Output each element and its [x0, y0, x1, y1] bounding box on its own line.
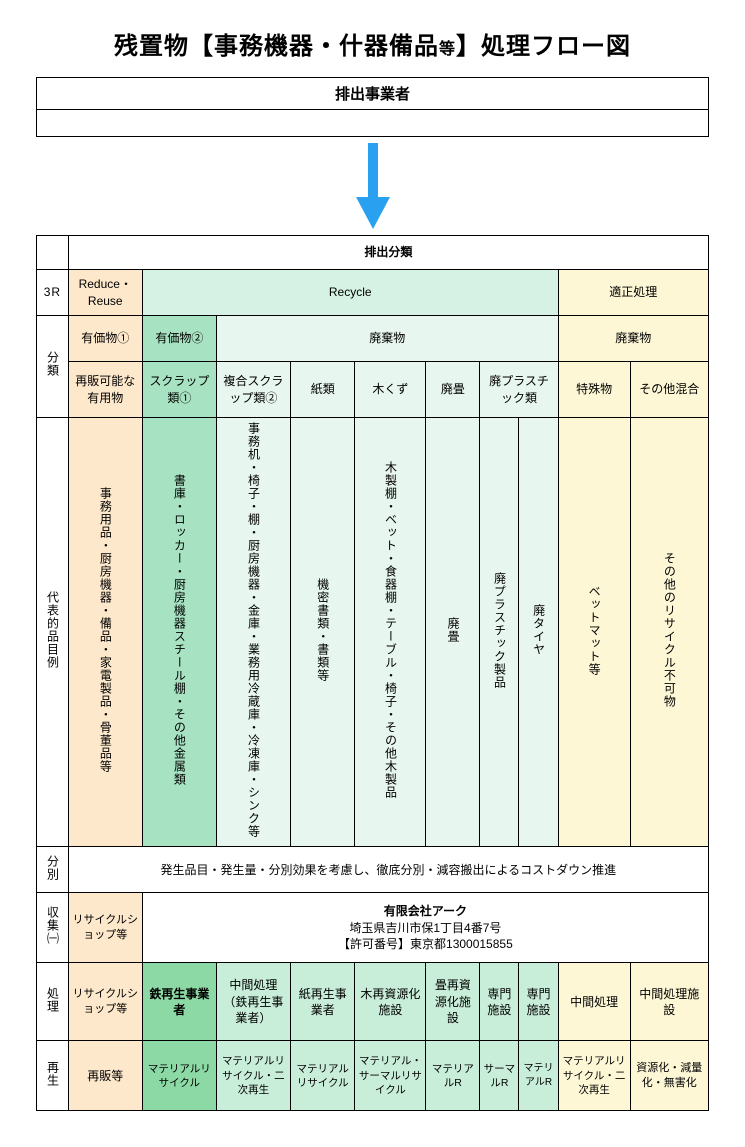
emitter-label: 排出事業者 — [37, 78, 708, 110]
sep-text: 発生品目・発生量・分別効果を考慮し、徹底分別・減容搬出によるコストダウン推進 — [68, 847, 708, 893]
cell-proper: 適正処理 — [558, 270, 708, 316]
sub-g: 廃プラスチック類 — [480, 362, 558, 418]
proc-h: 中間処理 — [558, 963, 630, 1041]
proc-f: 畳再資源化施設 — [426, 963, 480, 1041]
ex-e: 木製棚・ベット・食器棚・テーブル・椅子・その他木製品 — [355, 418, 426, 847]
row-coll-label: 収集㈠ — [37, 893, 69, 963]
sub-c: 複合スクラップ類② — [216, 362, 290, 418]
ex-d: 機密書類・書類等 — [290, 418, 355, 847]
proc-g2: 専門施設 — [519, 963, 558, 1041]
row-cat-label: 分類 — [37, 316, 69, 418]
ex-g2: 廃タイヤ — [519, 418, 558, 847]
reg-a: 再販等 — [68, 1041, 142, 1111]
reg-i: 資源化・減量化・無害化 — [630, 1041, 708, 1111]
flow-arrow — [36, 143, 709, 229]
reg-f: マテリアルR — [426, 1041, 480, 1111]
header-classification: 排出分類 — [68, 236, 708, 270]
proc-a: リサイクルショップ等 — [68, 963, 142, 1041]
ex-g1: 廃プラスチック製品 — [480, 418, 519, 847]
proc-b: 鉄再生事業者 — [142, 963, 216, 1041]
coll-a: リサイクルショップ等 — [68, 893, 142, 963]
coll-permit: 【許可番号】東京都1300015855 — [146, 936, 705, 952]
reg-g2: マテリアルR — [519, 1041, 558, 1111]
row-ex-label: 代表的品目例 — [37, 418, 69, 847]
row-3r-label: 3R — [37, 270, 69, 316]
row-sep-label: 分別 — [37, 847, 69, 893]
ex-a: 事務用品・厨房機器・備品・家電製品・骨董品等 — [68, 418, 142, 847]
emitter-box: 排出事業者 — [36, 77, 709, 137]
row-reg-label: 再生 — [37, 1041, 69, 1111]
cell-waste: 廃棄物 — [216, 316, 558, 362]
sub-e: 木くず — [355, 362, 426, 418]
sub-d: 紙類 — [290, 362, 355, 418]
ex-b: 書庫・ロッカー・厨房機器スチール棚・その他金属類 — [142, 418, 216, 847]
page-title: 残置物【事務機器・什器備品等】処理フロー図 — [36, 26, 709, 61]
reg-c: マテリアルリサイクル・二次再生 — [216, 1041, 290, 1111]
ex-c: 事務机・椅子・棚・厨房機器・金庫・業務用冷蔵庫・冷凍庫・シンク等 — [216, 418, 290, 847]
cell-valuable1: 有価物① — [68, 316, 142, 362]
reg-h: マテリアルリサイクル・二次再生 — [558, 1041, 630, 1111]
reg-g1: サーマルR — [480, 1041, 519, 1111]
cell-valuable2: 有価物② — [142, 316, 216, 362]
sub-h: 特殊物 — [558, 362, 630, 418]
sub-b: スクラップ類① — [142, 362, 216, 418]
cell-recycle: Recycle — [142, 270, 558, 316]
reg-d: マテリアルリサイクル — [290, 1041, 355, 1111]
cell-waste2: 廃棄物 — [558, 316, 708, 362]
proc-e: 木再資源化施設 — [355, 963, 426, 1041]
emitter-blank — [37, 110, 708, 136]
row-proc-label: 処理 — [37, 963, 69, 1041]
coll-addr: 埼玉県吉川市保1丁目4番7号 — [146, 920, 705, 936]
proc-c: 中間処理（鉄再生事業者） — [216, 963, 290, 1041]
ex-h: ベットマット等 — [558, 418, 630, 847]
classification-table: 排出分類 3R Reduce・Reuse Recycle 適正処理 分類 有価物… — [36, 235, 709, 1111]
proc-d: 紙再生事業者 — [290, 963, 355, 1041]
sub-f: 廃畳 — [426, 362, 480, 418]
sub-a: 再販可能な有用物 — [68, 362, 142, 418]
corner-blank — [37, 236, 69, 270]
ex-f: 廃畳 — [426, 418, 480, 847]
cell-reduce-reuse: Reduce・Reuse — [68, 270, 142, 316]
proc-g1: 専門施設 — [480, 963, 519, 1041]
reg-e: マテリアル・サーマルリサイクル — [355, 1041, 426, 1111]
reg-b: マテリアルリサイクル — [142, 1041, 216, 1111]
coll-company: 有限会社アーク — [146, 903, 705, 919]
coll-company-cell: 有限会社アーク 埼玉県吉川市保1丁目4番7号 【許可番号】東京都13000158… — [142, 893, 708, 963]
ex-i: その他のリサイクル不可物 — [630, 418, 708, 847]
proc-i: 中間処理施設 — [630, 963, 708, 1041]
sub-i: その他混合 — [630, 362, 708, 418]
